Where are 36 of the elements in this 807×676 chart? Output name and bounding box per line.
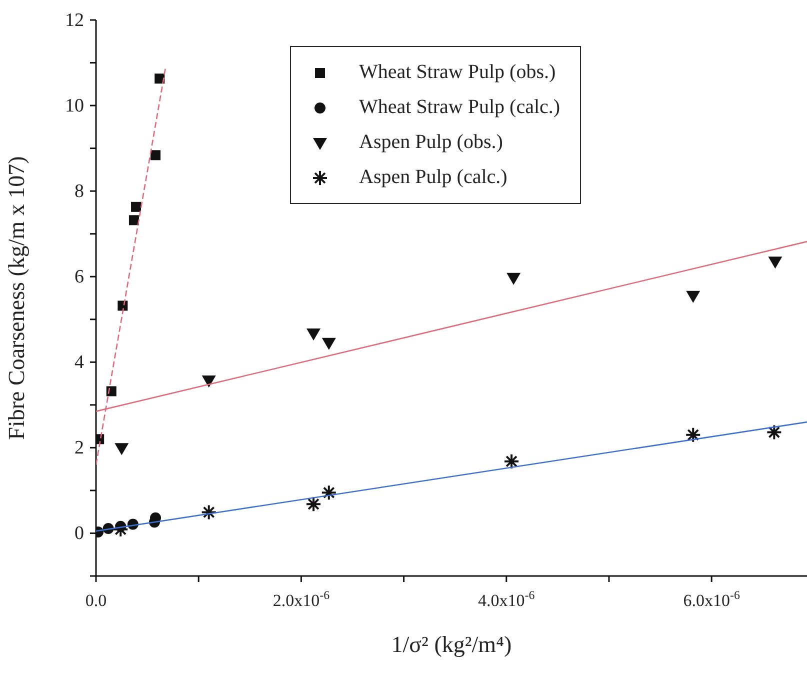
- legend-label: Aspen Pulp (obs.): [359, 131, 503, 154]
- x-tick-label: 0.0: [85, 591, 107, 610]
- point: [114, 443, 129, 456]
- y-tick-label: 10: [65, 96, 84, 117]
- y-tick-label: 12: [65, 10, 84, 31]
- legend-label: Aspen Pulp (calc.): [359, 166, 508, 189]
- point: [766, 424, 782, 440]
- x-tick-label: 6.0x10$^{-6}$: [683, 588, 740, 610]
- point: [306, 496, 322, 512]
- point: [128, 215, 139, 226]
- y-tick-label: 4: [74, 352, 84, 374]
- point: [202, 376, 216, 388]
- point: [504, 453, 520, 470]
- point: [686, 290, 700, 303]
- point: [118, 300, 128, 311]
- point: [685, 426, 702, 443]
- y-tick-label: 6: [74, 266, 84, 288]
- y-tick-label: 8: [74, 181, 84, 202]
- point: [131, 202, 142, 212]
- point: [506, 272, 521, 285]
- y-axis-title: Fibre Coarseness (kg/m x 107): [4, 156, 30, 440]
- x-axis-title: 1/σ² (kg²/m⁴): [391, 632, 512, 657]
- x-tick-label: 2.0x10$^{-6}$: [272, 588, 330, 610]
- y-tick-label: 0: [74, 523, 84, 544]
- point: [150, 150, 161, 160]
- y-tick-label: 2: [74, 438, 84, 459]
- point: [154, 74, 165, 84]
- x-tick-label: 4.0x10$^{-6}$: [478, 588, 535, 610]
- point: [322, 338, 336, 350]
- point: [320, 484, 337, 501]
- point: [768, 256, 782, 269]
- point: [306, 328, 321, 340]
- point: [200, 504, 217, 520]
- legend-label: Wheat Straw Pulp (obs.): [359, 61, 556, 84]
- point: [106, 386, 116, 396]
- legend-label: Wheat Straw Pulp (calc.): [359, 96, 560, 119]
